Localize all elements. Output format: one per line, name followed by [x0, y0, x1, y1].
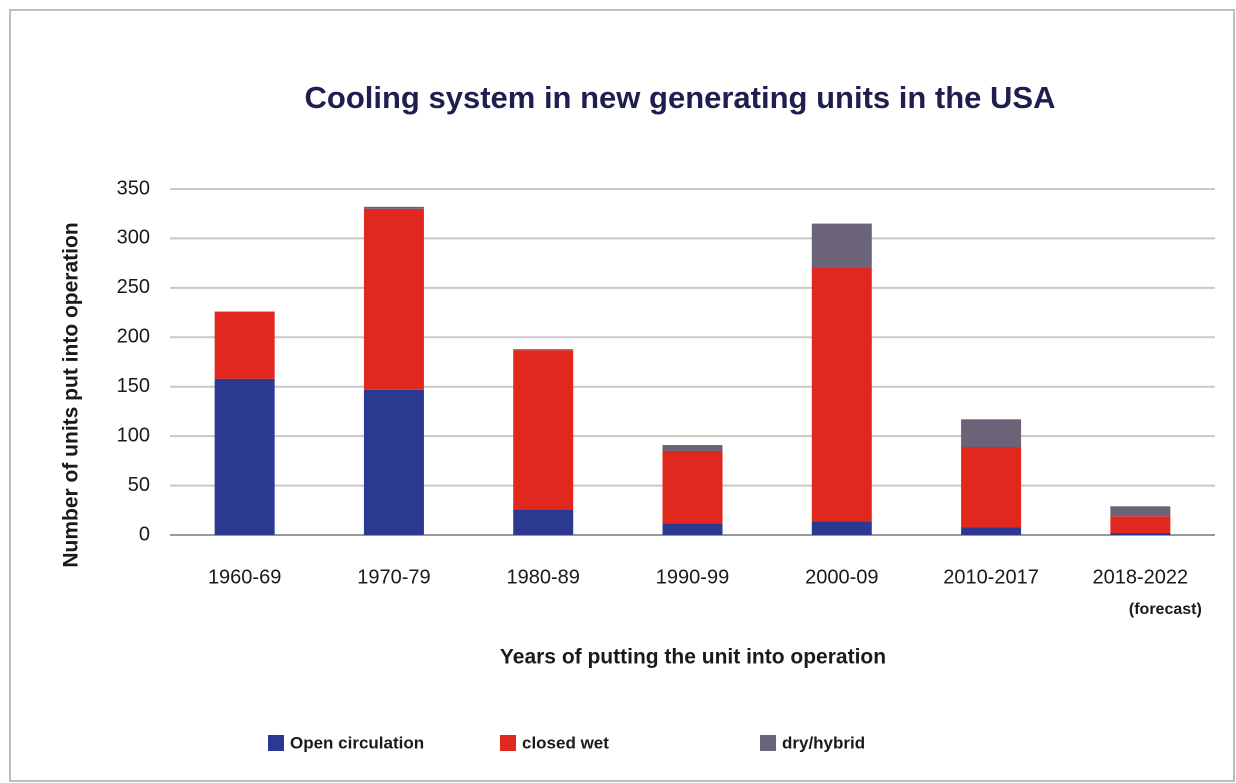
y-tick-label: 50	[128, 474, 150, 496]
y-tick-label: 300	[117, 227, 150, 249]
x-axis-title: Years of putting the unit into operation	[500, 646, 886, 669]
x-tick-label: 1980-89	[507, 566, 580, 588]
bar-segment	[811, 223, 872, 268]
x-tick-label: 2010-2017	[943, 566, 1039, 588]
bar-segment	[961, 447, 1022, 528]
bar-segment	[363, 389, 424, 535]
legend-label: closed wet	[522, 733, 609, 752]
bar-segment	[363, 206, 424, 209]
x-tick-label: 1990-99	[656, 566, 729, 588]
bar-segment	[513, 349, 574, 351]
bar-segment	[961, 419, 1022, 448]
bar-segment	[1110, 516, 1171, 534]
x-tick-label: 2000-09	[805, 566, 878, 588]
bar-segment	[214, 378, 275, 535]
y-tick-label: 100	[117, 424, 150, 446]
legend-label: Open circulation	[290, 733, 424, 752]
y-axis-title: Number of units put into operation	[60, 222, 83, 567]
y-tick-label: 200	[117, 326, 150, 348]
bar-segment	[363, 208, 424, 390]
legend-swatch	[760, 735, 776, 751]
y-tick-label: 250	[117, 276, 150, 298]
bar-segment	[811, 267, 872, 522]
bar-segment	[662, 450, 723, 524]
bar-segment	[1110, 506, 1171, 517]
legend-swatch	[268, 735, 284, 751]
chart-title: Cooling system in new generating units i…	[305, 80, 1056, 115]
bar-segment	[961, 527, 1022, 535]
bar-segment	[513, 509, 574, 535]
y-tick-label: 0	[139, 523, 150, 545]
frame	[9, 9, 1235, 782]
x-tick-label: 1960-69	[208, 566, 281, 588]
y-tick-label: 350	[117, 177, 150, 199]
bar-segment	[662, 445, 723, 451]
bar-segment	[214, 311, 275, 379]
y-tick-label: 150	[117, 375, 150, 397]
annotation: (forecast)	[1129, 601, 1202, 618]
x-tick-label: 1970-79	[357, 566, 430, 588]
bar-segment	[1110, 533, 1171, 535]
x-tick-label: 2018-2022	[1093, 566, 1189, 588]
bar-segment	[513, 350, 574, 510]
legend-swatch	[500, 735, 516, 751]
bar-segment	[811, 521, 872, 535]
legend-label: dry/hybrid	[782, 733, 865, 752]
bar-segment	[662, 523, 723, 535]
